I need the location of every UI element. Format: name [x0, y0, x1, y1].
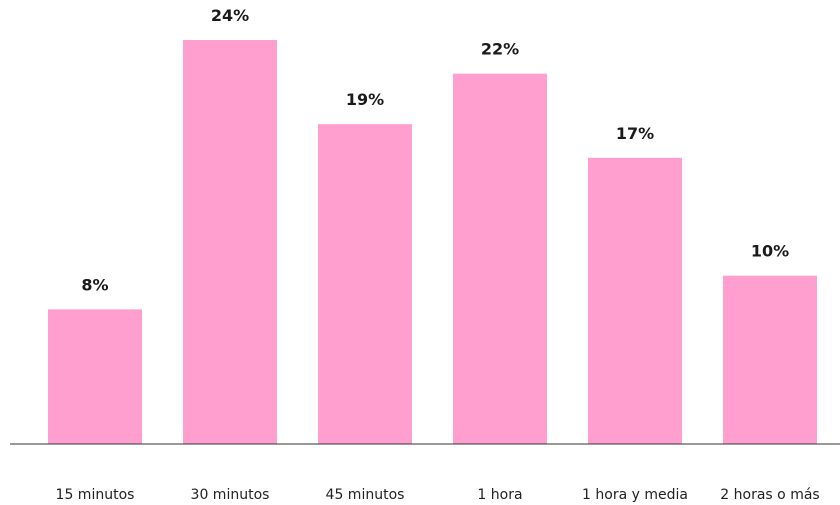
bar-5 — [588, 157, 682, 445]
value-labels-layer: 8% 24% 19% 22% 17% 10% — [81, 6, 789, 294]
bar-3 — [318, 124, 412, 445]
bar-value-label: 24% — [211, 6, 249, 25]
bar-1 — [48, 309, 142, 444]
bar-6 — [723, 275, 817, 444]
bar-2 — [183, 40, 277, 444]
bar-value-label: 17% — [616, 124, 654, 143]
bar-value-label: 22% — [481, 40, 519, 59]
category-label: 1 hora y media — [582, 487, 688, 503]
bar-4 — [453, 73, 547, 445]
category-label: 45 minutos — [326, 487, 405, 503]
bar-value-label: 8% — [81, 275, 108, 294]
category-label: 2 horas o más — [720, 487, 819, 503]
bar-value-label: 10% — [751, 242, 789, 261]
category-label: 30 minutos — [191, 487, 270, 503]
bar-value-label: 19% — [346, 90, 384, 109]
category-labels-layer: 15 minutos 30 minutos 45 minutos 1 hora 1 ho… — [56, 487, 820, 503]
category-label: 15 minutos — [56, 487, 135, 503]
bars-layer — [48, 40, 817, 445]
category-label: 1 hora — [477, 487, 522, 503]
